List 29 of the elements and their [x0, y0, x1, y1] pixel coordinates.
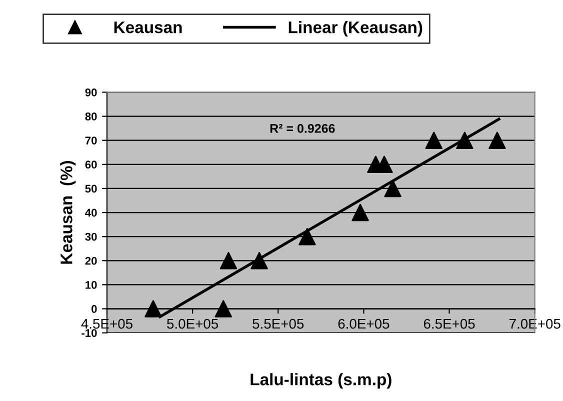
x-tick-label: 6.0E+05 — [338, 318, 390, 329]
y-tick-label: -10 — [82, 329, 97, 337]
y-tick-label: 0 — [92, 305, 97, 313]
point — [488, 132, 506, 149]
x-tick-label: 5.0E+05 — [167, 318, 218, 329]
y-tick-label: 40 — [85, 208, 97, 217]
y-tick-label: 10 — [86, 280, 97, 289]
point — [144, 300, 162, 318]
x-tick-label: 6.5E+05 — [424, 318, 475, 329]
y-tick-label: 80 — [85, 112, 97, 120]
x-tick-label: 7.0E+05 — [509, 318, 560, 329]
y-tick-label: 60 — [85, 160, 97, 169]
legend-label: Keausan — [114, 22, 182, 34]
legend-label: Linear (Keausan) — [288, 21, 422, 37]
y-tick-label: 50 — [85, 184, 97, 193]
point — [214, 300, 232, 318]
point — [352, 204, 369, 222]
point — [425, 132, 442, 149]
y-tick-label: 90 — [85, 88, 97, 96]
y-tick-label: 20 — [85, 256, 97, 265]
y-tick-label: 70 — [85, 136, 97, 144]
point — [220, 252, 238, 270]
y-axis-title: Keausan (%) — [60, 161, 76, 264]
annotation: R² = 0.9266 — [270, 124, 335, 133]
point — [298, 228, 316, 246]
y-tick-label: 30 — [85, 232, 97, 241]
point — [384, 180, 402, 198]
x-tick-label: 5.5E+05 — [252, 318, 304, 329]
x-axis-title: Lalu-lintas (s.m.p) — [250, 373, 392, 389]
